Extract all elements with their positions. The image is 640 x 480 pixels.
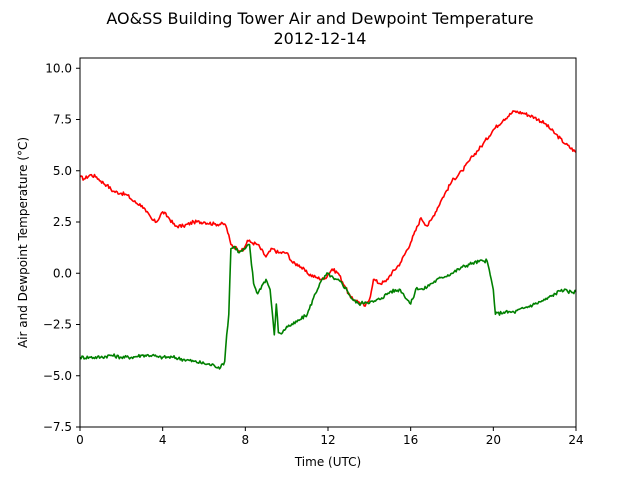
x-tick-label: 0 <box>76 433 84 447</box>
y-tick-label: 2.5 <box>53 215 72 229</box>
y-tick-label: 10.0 <box>45 61 72 75</box>
x-tick-label: 16 <box>403 433 418 447</box>
plot-area <box>80 58 576 427</box>
series-line-1 <box>79 110 577 307</box>
y-tick-label: −5.0 <box>43 369 72 383</box>
x-tick-label: 4 <box>159 433 167 447</box>
y-tick-label: −2.5 <box>43 318 72 332</box>
x-tick-label: 24 <box>568 433 583 447</box>
series-layer <box>79 110 577 370</box>
axis-layer: 0 4 8 12 16 20 24 −7.5 −5.0 −2.5 0.0 2.5 5.0 7.5 10.0 <box>43 57 584 447</box>
y-tick-label: 0.0 <box>53 266 72 280</box>
x-tick-label: 20 <box>486 433 501 447</box>
x-axis-label: Time (UTC) <box>294 455 361 469</box>
x-tick-label: 12 <box>320 433 335 447</box>
chart-subtitle: 2012-12-14 <box>274 29 367 48</box>
y-tick-label: 7.5 <box>53 113 72 127</box>
x-tick-label: 8 <box>242 433 250 447</box>
series-line-2 <box>79 243 577 370</box>
y-tick-label: −7.5 <box>43 420 72 434</box>
chart-title: AO&SS Building Tower Air and Dewpoint Te… <box>106 9 533 28</box>
y-tick-label: 5.0 <box>53 164 72 178</box>
y-axis-label: Air and Dewpoint Temperature (°C) <box>16 137 30 348</box>
